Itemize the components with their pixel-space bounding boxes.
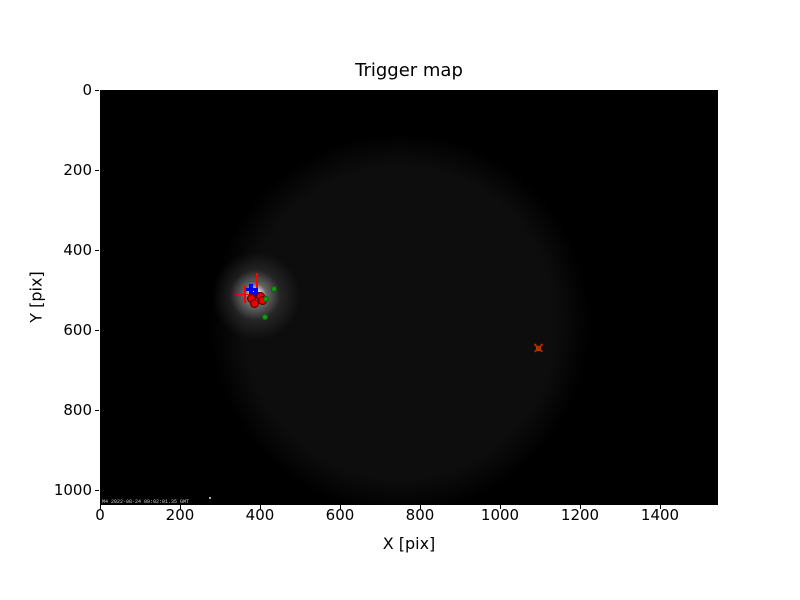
y-tick-label: 200 [63,161,92,180]
x-tick-label: 200 [165,506,195,524]
green-dot-markers-point [271,286,278,293]
x-tick-mark [260,505,261,509]
y-axis-label: Y [pix] [26,271,46,323]
y-tick-label: 1000 [53,481,92,500]
x-axis-label: X [pix] [382,534,436,553]
y-tick-mark [95,330,99,332]
x-tick-mark [340,505,341,509]
marker-stroke [256,273,258,291]
blue-plus-markers-point [245,283,257,295]
red-circle-markers-point [257,295,267,305]
x-tick-label: 600 [325,506,355,524]
faint-dot-point [209,497,211,500]
plot-area: M4 2022-08-24 09:02:01.35 GMT [100,90,718,505]
y-tick-mark [95,250,99,252]
y-tick-mark [95,170,99,172]
x-tick-label: 1000 [480,506,520,524]
marker-stroke [254,287,258,299]
red-cross-markers-point [248,273,266,291]
timestamp-watermark: M4 2022-08-24 09:02:01.35 GMT [102,499,190,505]
green-dot-markers-point [262,295,269,302]
y-tick-mark [95,490,99,492]
y-tick-mark [95,90,99,91]
y-tick-label: 600 [63,321,92,340]
x-tick-label: 1400 [640,506,680,524]
y-tick-label: 400 [63,241,92,260]
star-x-square-marker-point [533,343,544,354]
x-tick-mark [100,505,101,509]
x-tick-label: 800 [405,506,435,524]
green-dot-markers-point [261,313,268,320]
red-cross-markers-point [236,285,254,303]
x-tick-label: 400 [245,506,275,524]
x-tick-mark [660,505,661,509]
x-tick-mark [180,505,181,509]
y-tick-label: 0 [82,81,92,99]
red-circle-markers-point [247,294,257,303]
chart-title: Trigger map [355,60,463,81]
x-tick-mark [420,505,421,509]
x-tick-mark [580,505,581,509]
y-tick-mark [95,410,99,412]
marker-stroke [244,285,246,303]
marker-stroke [249,283,253,295]
red-circle-markers-point [249,298,259,308]
x-tick-label: 1200 [560,506,600,524]
blue-plus-markers-point [250,287,262,299]
y-tick-label: 800 [63,401,92,420]
x-tick-label: 0 [95,506,105,524]
x-tick-mark [500,505,501,509]
